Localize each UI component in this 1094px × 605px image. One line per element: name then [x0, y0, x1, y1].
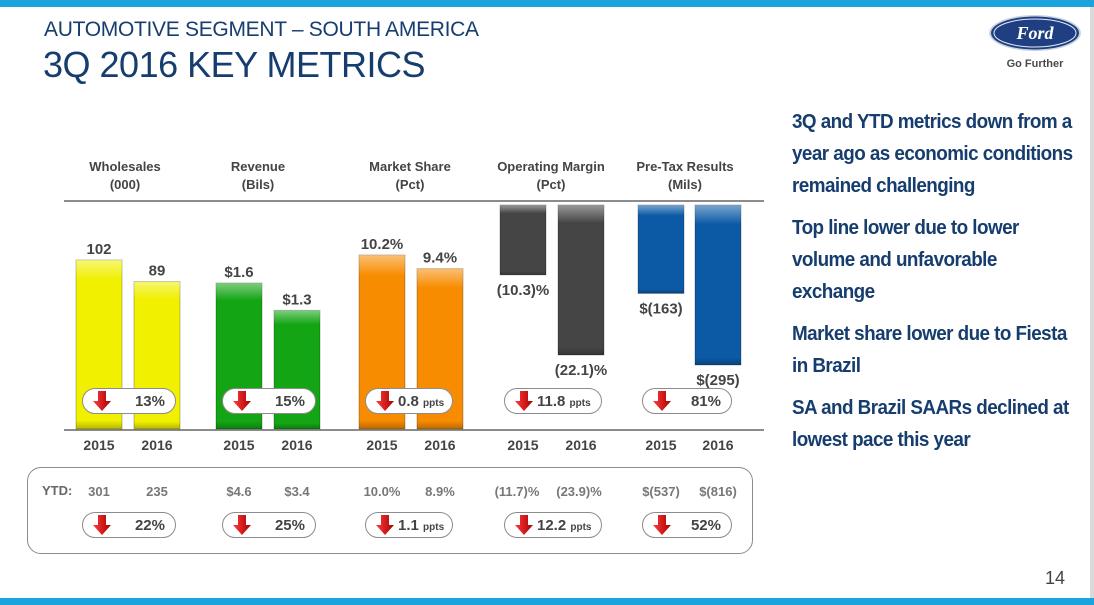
bar-bevel — [638, 205, 684, 294]
change-pill-operating-margin: 11.8 ppts — [504, 388, 602, 414]
down-arrow-icon — [233, 391, 251, 411]
takeaway-bullet: 3Q and YTD metrics down from a year ago … — [792, 110, 1073, 197]
ytd-change-pill-operating-margin: 12.2 ppts — [504, 512, 602, 538]
change-value: 11.8 ppts — [537, 392, 591, 410]
takeaway-bullet: Market share lower due to Fiesta in Braz… — [792, 322, 1067, 377]
down-arrow-icon — [93, 515, 111, 535]
panel-unit: (Pct) — [395, 177, 425, 192]
down-arrow-icon — [376, 391, 394, 411]
change-value: 1.1 ppts — [398, 516, 445, 534]
data-label-operating-margin-2015: (10.3)% — [497, 282, 550, 299]
bottom-accent-bar — [0, 598, 1094, 605]
panel-title: Revenue — [230, 159, 286, 174]
ytd-value-pre-tax-results-2016: $(816) — [699, 484, 737, 499]
change-pill-pre-tax-results: 81% — [642, 388, 732, 414]
chart-baseline-rule — [64, 429, 764, 431]
ytd-value-wholesales-2015: 301 — [88, 484, 110, 499]
brand-tagline: Go Further — [1006, 58, 1064, 70]
panel-title: Operating Margin — [497, 159, 605, 174]
data-label-market-share-2016: 9.4% — [423, 250, 457, 267]
bar-bevel — [500, 205, 546, 275]
change-value: 12.2 ppts — [537, 516, 592, 534]
down-arrow-icon — [376, 515, 394, 535]
down-arrow-icon — [233, 515, 251, 535]
ytd-value-market-share-2016: 8.9% — [425, 484, 455, 499]
ytd-value-pre-tax-results-2015: $(537) — [642, 484, 680, 499]
panel-header-wholesales: Wholesales (000) — [60, 158, 190, 194]
ford-logo-text: Ford — [1015, 23, 1054, 43]
takeaway-bullet: Top line lower due to lower volume and u… — [792, 216, 1019, 303]
down-arrow-icon — [515, 515, 533, 535]
panel-title: Wholesales — [89, 159, 161, 174]
change-value: 13% — [134, 392, 165, 410]
ytd-summary-box — [27, 467, 753, 554]
change-value: 81% — [690, 392, 721, 410]
down-arrow-icon — [515, 391, 533, 411]
down-arrow-icon — [653, 391, 671, 411]
year-label: 2016 — [141, 437, 173, 453]
data-label-wholesales-2016: 89 — [149, 263, 166, 280]
page-number: 14 — [1045, 568, 1066, 588]
bar-bevel — [695, 205, 741, 365]
panel-unit: (Mils) — [668, 177, 702, 192]
data-label-revenue-2016: $1.3 — [282, 291, 311, 308]
panel-header-revenue: Revenue (Bils) — [193, 158, 323, 194]
year-label: 2015 — [645, 437, 677, 453]
change-pill-market-share: 0.8 ppts — [365, 388, 453, 414]
change-pill-wholesales: 13% — [82, 388, 176, 414]
change-value: 0.8 ppts — [398, 392, 445, 410]
ytd-change-pill-pre-tax-results: 52% — [642, 512, 732, 538]
year-label: 2015 — [223, 437, 255, 453]
year-label: 2015 — [507, 437, 539, 453]
ytd-value-market-share-2015: 10.0% — [363, 484, 401, 499]
year-label: 2016 — [702, 437, 734, 453]
data-label-revenue-2015: $1.6 — [224, 264, 253, 281]
change-value: 22% — [134, 516, 165, 534]
panel-header-pretax-results: Pre-Tax Results (Mils) — [620, 158, 750, 194]
year-label: 2016 — [281, 437, 313, 453]
change-value: 52% — [690, 516, 721, 534]
panel-unit: (000) — [109, 177, 141, 192]
panel-unit: (Bils) — [241, 177, 275, 192]
ytd-value-revenue-2016: $3.4 — [284, 484, 310, 499]
change-value: 15% — [274, 392, 305, 410]
top-accent-bar — [0, 0, 1094, 7]
ford-logo-icon: Ford — [989, 15, 1081, 51]
ytd-value-revenue-2015: $4.6 — [226, 484, 252, 499]
ytd-value-operating-margin-2016: (23.9)% — [556, 484, 602, 499]
slide-title: 3Q 2016 KEY METRICS — [43, 44, 426, 85]
ytd-change-pill-revenue: 25% — [222, 512, 316, 538]
panel-header-operating-margin: Operating Margin (Pct) — [486, 158, 616, 194]
ytd-value-operating-margin-2015: (11.7)% — [494, 484, 540, 499]
down-arrow-icon — [93, 391, 111, 411]
data-label-pre-tax-results-2015: $(163) — [639, 300, 682, 317]
year-label: 2015 — [83, 437, 115, 453]
down-arrow-icon — [653, 515, 671, 535]
data-label-market-share-2015: 10.2% — [361, 236, 404, 253]
bar-bevel — [558, 205, 604, 355]
chart-top-rule — [64, 200, 764, 202]
slide-subtitle: AUTOMOTIVE SEGMENT – SOUTH AMERICA — [44, 18, 479, 41]
ytd-value-wholesales-2016: 235 — [146, 484, 168, 499]
ytd-label: YTD: — [42, 483, 73, 498]
key-takeaways: 3Q and YTD metrics down from a year ago … — [792, 106, 1082, 466]
panel-header-market-share: Market Share (Pct) — [345, 158, 475, 194]
data-label-operating-margin-2016: (22.1)% — [555, 362, 608, 379]
year-label: 2015 — [366, 437, 398, 453]
takeaway-bullet: SA and Brazil SAARs declined at lowest p… — [792, 396, 1069, 451]
data-label-wholesales-2015: 102 — [86, 241, 111, 258]
year-label: 2016 — [565, 437, 597, 453]
panel-title: Market Share — [369, 159, 451, 174]
panel-unit: (Pct) — [536, 177, 566, 192]
ytd-change-pill-market-share: 1.1 ppts — [365, 512, 453, 538]
year-label: 2016 — [424, 437, 456, 453]
change-pill-revenue: 15% — [222, 388, 316, 414]
data-label-pre-tax-results-2016: $(295) — [696, 372, 739, 389]
slide-edge — [1090, 7, 1094, 598]
change-value: 25% — [274, 516, 305, 534]
ytd-change-pill-wholesales: 22% — [82, 512, 176, 538]
panel-title: Pre-Tax Results — [636, 159, 734, 174]
